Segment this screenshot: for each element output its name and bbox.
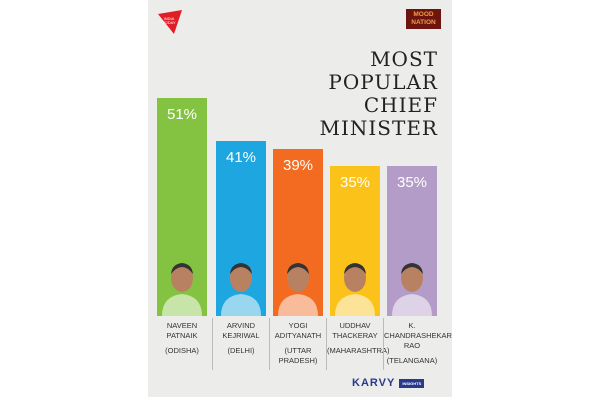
cm-name: NAVEEN	[166, 321, 198, 330]
category-label: K. CHANDRASHEKAR RAO (TELANGANA)	[384, 321, 452, 366]
bar: 41%	[216, 140, 266, 316]
portrait-photo	[278, 263, 318, 316]
logo-text: KARVY	[352, 377, 396, 390]
bar: 35%	[330, 166, 380, 316]
data-label: 39%	[282, 157, 314, 175]
state-name: (MAHARASHTRA)	[327, 346, 390, 355]
data-label: 51%	[166, 106, 198, 123]
portrait-photo	[221, 263, 261, 316]
portrait-photo	[335, 263, 375, 316]
logo-tag: INSIGHTS	[399, 378, 425, 388]
cm-name: ARVIND	[226, 321, 256, 330]
portrait-photo	[392, 263, 432, 316]
category-label: UDDHAV THACKERAY (MAHARASHTRA)	[327, 321, 390, 356]
cm-name: YOGI	[288, 321, 308, 330]
divider	[383, 318, 384, 370]
divider	[212, 318, 213, 370]
bar: 39%	[273, 149, 323, 316]
data-label: 35%	[396, 174, 428, 192]
india-today-logo: INDIA TODAY	[158, 10, 182, 34]
state-name: (UTTAR PRADESH)	[278, 346, 318, 365]
divider	[326, 318, 327, 370]
state-name: (TELANGANA)	[386, 356, 438, 365]
category-label: NAVEEN PATNAIK (ODISHA)	[154, 321, 210, 356]
cm-name: ADITYANATH	[274, 331, 322, 340]
data-label: 41%	[225, 148, 257, 166]
bar: 35%	[387, 166, 437, 316]
svg-text:INDIA: INDIA	[164, 16, 175, 21]
category-label: YOGI ADITYANATH (UTTAR PRADESH)	[270, 321, 326, 366]
divider	[269, 318, 270, 370]
cm-name: THACKERAY	[332, 331, 378, 340]
cm-name: K.	[408, 321, 416, 330]
title-line: POPULAR	[328, 70, 438, 94]
category-label: ARVIND KEJRIWAL (DELHI)	[213, 321, 269, 356]
title-line: CHIEF	[363, 93, 438, 117]
portrait-photo	[162, 263, 202, 316]
state-name: (ODISHA)	[165, 346, 199, 355]
cm-name: CHANDRASHEKAR	[384, 331, 452, 340]
logo-text: NATION	[411, 19, 436, 26]
infographic-card: INDIA TODAY MOOD NATION MOST POPULAR CHI…	[148, 0, 452, 397]
cm-name: UDDHAV	[339, 321, 371, 330]
state-name: (DELHI)	[227, 346, 255, 355]
mood-of-nation-logo: MOOD NATION	[406, 9, 441, 29]
bar: 51%	[157, 98, 207, 316]
bar-chart: 51% NAVEEN PATNAIK (ODISHA) 41% ARVIND KEJRIWA…	[148, 0, 452, 397]
cm-name: PATNAIK	[166, 331, 198, 340]
title-line: MINISTER	[319, 116, 438, 140]
karvy-insights-logo: KARVY INSIGHTS	[352, 377, 425, 390]
title-line: MOST	[370, 47, 438, 71]
logo-text: MOOD	[413, 11, 434, 18]
data-label: 35%	[339, 174, 371, 192]
chart-title: MOST POPULAR CHIEF MINISTER	[320, 48, 438, 140]
cm-name: KEJRIWAL	[222, 331, 260, 340]
svg-text:TODAY: TODAY	[162, 20, 176, 25]
cm-name: RAO	[403, 341, 421, 350]
